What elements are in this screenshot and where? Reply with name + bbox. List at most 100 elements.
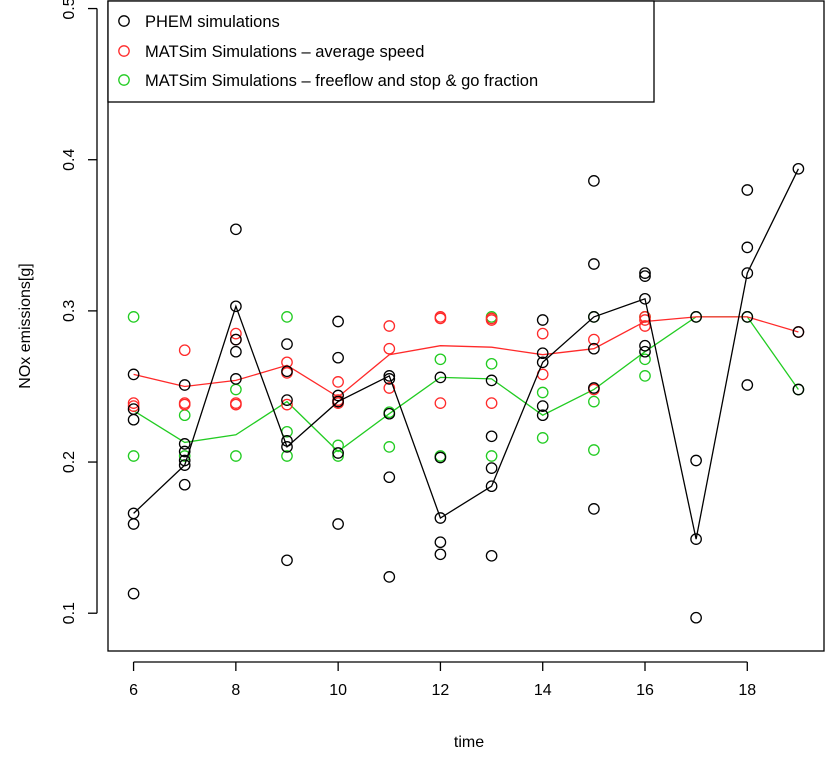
series-0-point-57	[639, 270, 651, 282]
series-0-point-26	[332, 395, 344, 408]
series-0-point-18	[281, 365, 293, 378]
x-tick-label-14: 14	[534, 682, 552, 699]
series-1-point-20	[434, 397, 447, 409]
series-0-point-32	[383, 407, 396, 420]
series-1-point-1	[127, 400, 140, 412]
series-0-point-23	[332, 315, 344, 328]
series-2-point-22	[588, 444, 600, 456]
series-2-line	[133, 316, 799, 453]
series-1-point-23	[485, 397, 498, 409]
series-0-point-44	[485, 549, 498, 562]
series-1-point-15	[383, 320, 396, 332]
series-0-point-59	[639, 339, 651, 352]
series-1-point-12	[332, 376, 344, 388]
series-0-point-27	[332, 447, 344, 459]
series-0-point-52	[588, 311, 600, 323]
series-0-point-37	[434, 512, 447, 524]
series-2-point-25	[639, 370, 651, 382]
legend-marker-average-speed	[118, 45, 130, 57]
series-0-point-38	[434, 536, 447, 549]
x-tick-label-16: 16	[636, 682, 654, 699]
series-0-point-5	[127, 587, 140, 600]
series-0-point-25	[332, 389, 344, 402]
y-axis: 0.1 0.2 0.3 0.4 0.5	[61, 0, 98, 624]
series-0-point-51	[588, 258, 600, 270]
series-0-point-49	[536, 409, 549, 422]
series-1-point-2	[178, 344, 191, 357]
series-0-point-43	[485, 480, 498, 493]
series-0-point-14	[230, 333, 242, 346]
series-0-point-7	[178, 438, 191, 450]
series-0-point-15	[230, 345, 242, 358]
series-2-point-16	[485, 357, 498, 370]
series-0-point-8	[178, 445, 191, 458]
series-0-point-20	[281, 435, 293, 447]
series-0-point-72	[792, 383, 805, 396]
series-0-point-53	[588, 342, 600, 355]
series-0-point-28	[332, 518, 344, 530]
legend-label-freeflow: MATSim Simulations – freeflow and stop &…	[145, 72, 538, 90]
x-tick-label-6: 6	[129, 682, 138, 699]
series-0-point-4	[127, 518, 140, 530]
series-1-point-11	[281, 398, 293, 411]
y-axis-label: NOx emissions[g]	[17, 263, 34, 388]
series-0-point-41	[485, 430, 498, 443]
series-0-point-21	[281, 441, 293, 453]
series-0-point-48	[536, 400, 549, 412]
series-1-point-26	[588, 333, 600, 346]
series-2-point-12	[383, 441, 396, 453]
series-0-point-0	[127, 368, 140, 381]
series-0-point-30	[383, 370, 396, 382]
series-0-point-2	[127, 413, 140, 426]
series-1-point-16	[383, 342, 396, 355]
series-0-point-11	[178, 478, 191, 491]
series-1-line	[133, 316, 799, 398]
y-tick-label-0.4: 0.4	[61, 149, 78, 171]
series-1-point-24	[536, 327, 549, 340]
series-2-point-4	[230, 383, 242, 396]
series-0-point-66	[741, 241, 754, 254]
series-0-point-40	[485, 374, 498, 387]
series-0-point-60	[639, 345, 651, 358]
legend-label-phem: PHEM simulations	[145, 13, 280, 31]
series-0-point-70	[792, 162, 805, 175]
legend-marker-freeflow	[118, 74, 130, 86]
series-2-point-21	[588, 395, 600, 408]
legend: PHEM simulations MATSim Simulations – av…	[107, 0, 655, 103]
x-tick-label-10: 10	[329, 682, 347, 699]
x-tick-label-12: 12	[432, 682, 450, 699]
series-0-point-47	[536, 356, 549, 369]
series-2-point-5	[230, 450, 242, 462]
legend-marker-phem	[118, 15, 130, 27]
series-0-point-34	[383, 571, 396, 583]
series-2-point-3	[178, 450, 191, 462]
series-2-point-6	[281, 311, 293, 323]
series-1-point-0	[127, 397, 140, 409]
series-1-point-4	[178, 398, 191, 411]
series-0-point-33	[383, 471, 396, 484]
series-0-point-54	[588, 382, 600, 394]
series-2	[127, 311, 805, 462]
series-1-point-28	[639, 311, 651, 323]
series-0-point-50	[588, 175, 600, 187]
series-0-point-45	[536, 314, 549, 326]
series-1-point-22	[485, 314, 498, 326]
y-tick-label-0.1: 0.1	[61, 602, 78, 624]
series-0-point-67	[741, 267, 754, 279]
series-0-point-22	[281, 554, 293, 567]
series-0-point-69	[741, 379, 754, 391]
series-0-point-46	[536, 347, 549, 360]
series-0	[127, 73, 805, 624]
series-0-line	[133, 168, 799, 540]
series-2-point-2	[178, 409, 191, 422]
y-tick-label-0.3: 0.3	[61, 300, 78, 322]
series-2-point-17	[485, 450, 498, 462]
chart-marks	[127, 73, 805, 624]
series-0-point-17	[281, 338, 293, 350]
series-0-point-63	[690, 533, 702, 545]
series-0-point-13	[230, 300, 242, 313]
series-2-point-18	[536, 386, 549, 399]
series-0-point-31	[383, 373, 396, 385]
series-0-point-19	[281, 394, 293, 406]
